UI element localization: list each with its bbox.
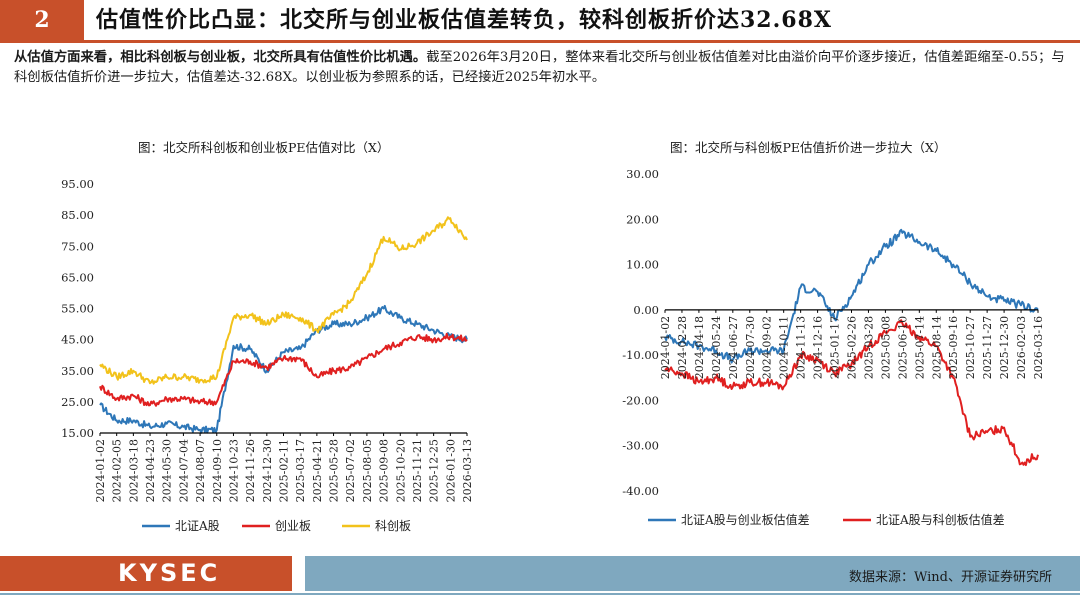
legend-label: 科创板: [375, 519, 411, 533]
x-tick-label: 2026-03-16: [1032, 316, 1045, 379]
y-tick-label: 95.00: [61, 177, 94, 191]
brand-logo: KYSEC: [118, 559, 221, 587]
y-tick-label: 45.00: [61, 333, 94, 347]
x-tick-label: 2025-09-16: [947, 316, 960, 379]
y-tick-label: 0.00: [633, 303, 659, 317]
x-tick-label: 2025-07-14: [913, 316, 926, 379]
y-tick-label: 20.00: [626, 212, 659, 226]
y-tick-label: 65.00: [61, 270, 94, 284]
legend-label: 创业板: [275, 519, 311, 533]
x-tick-label: 2024-02-28: [676, 316, 689, 379]
y-tick-label: 25.00: [61, 395, 94, 409]
x-tick-label: 2025-12-30: [998, 316, 1011, 379]
legend-label: 北证A股: [175, 519, 220, 533]
y-tick-label: 75.00: [61, 239, 94, 253]
x-tick-label: 2026-03-13: [461, 439, 474, 502]
x-tick-label: 2025-05-28: [328, 439, 341, 502]
summary-paragraph: 从估值方面来看，相比科创板与创业板，北交所具有估值性价比机遇。截至2026年3月…: [14, 48, 1069, 88]
series-line: [99, 304, 468, 434]
summary-bold: 从估值方面来看，相比科创板与创业板，北交所具有估值性价比机遇。: [14, 50, 427, 65]
x-tick-label: 2024-12-16: [812, 316, 825, 379]
y-tick-label: 10.00: [626, 258, 659, 272]
x-tick-label: 2024-05-30: [161, 439, 174, 502]
x-tick-label: 2025-04-21: [311, 439, 324, 502]
x-tick-label: 2024-01-02: [94, 439, 107, 502]
y-tick-label: -30.00: [622, 439, 659, 453]
x-tick-label: 2025-02-11: [278, 439, 291, 502]
data-source: 数据来源：Wind、开源证券研究所: [849, 570, 1052, 585]
footer-bar: [305, 556, 1080, 591]
x-tick-label: 2025-03-28: [862, 316, 875, 379]
x-tick-label: 2024-09-02: [761, 316, 774, 379]
y-tick-label: 35.00: [61, 364, 94, 378]
page-title: 估值性价比凸显：北交所与创业板估值差转负，较科创板折价达32.68X: [96, 7, 832, 33]
x-tick-label: 2024-02-05: [111, 439, 124, 502]
x-tick-label: 2024-06-27: [727, 316, 740, 379]
legend-label: 北证A股与创业板估值差: [681, 512, 810, 527]
header-rule: [0, 40, 1080, 43]
x-tick-label: 2025-07-02: [344, 439, 357, 502]
x-tick-label: 2024-10-23: [227, 439, 240, 502]
y-tick-label: -10.00: [622, 348, 659, 362]
x-tick-label: 2024-07-04: [177, 439, 190, 502]
x-tick-label: 2026-02-03: [1015, 316, 1028, 379]
summary-rest: 截至2026年3月20日，整体来看北交所与创业板估值差对比由溢价向平价逐步接近，…: [14, 50, 1065, 85]
series-line: [99, 332, 468, 407]
series-line: [99, 216, 468, 385]
series-line: [664, 319, 1039, 467]
x-tick-label: 2025-10-27: [964, 316, 977, 379]
chart-pe-comparison: 95.00 85.00 75.00 65.00 55.00 45.00 35.00 25.00…: [61, 177, 474, 533]
footer-rule: [0, 593, 1080, 595]
x-tick-label: 2024-01-02: [659, 316, 672, 379]
x-tick-label: 2024-05-24: [710, 316, 723, 379]
y-tick-label: 15.00: [61, 426, 94, 440]
section-number: 2: [0, 0, 84, 40]
brand-logo-bg: [0, 556, 292, 591]
x-tick-label: 2025-11-27: [981, 316, 994, 379]
y-tick-label: -20.00: [622, 393, 659, 407]
chart2-title: 图：北交所与科创板PE估值折价进一步拉大（X）: [670, 140, 947, 155]
x-tick-label: 2024-10-11: [778, 316, 791, 379]
chart-pe-difference: 30.00 20.00 10.00 0.00 -10.00 -20.00 -30.00 -40…: [622, 167, 1045, 527]
x-tick-label: 2024-09-10: [211, 439, 224, 502]
x-tick-label: 2025-11-21: [411, 439, 424, 502]
x-tick-label: 2024-12-30: [261, 439, 274, 502]
x-tick-label: 2025-06-10: [896, 316, 909, 379]
x-tick-label: 2024-11-26: [244, 439, 257, 502]
x-tick-label: 2024-03-18: [127, 439, 140, 502]
legend-label: 北证A股与科创板估值差: [876, 512, 1005, 527]
x-tick-label: 2024-08-07: [194, 439, 207, 502]
chart1-title: 图：北交所科创板和创业板PE估值对比（X）: [138, 140, 390, 155]
x-tick-label: 2025-05-08: [879, 316, 892, 379]
y-tick-label: -40.00: [622, 484, 659, 498]
x-tick-label: 2025-02-26: [846, 316, 859, 379]
y-tick-label: 55.00: [61, 302, 94, 316]
x-tick-label: 2025-10-20: [394, 439, 407, 502]
x-tick-label: 2024-04-23: [144, 439, 157, 502]
x-tick-label: 2024-11-13: [795, 316, 808, 379]
series-line: [664, 228, 1039, 364]
x-tick-label: 2025-03-17: [294, 439, 307, 502]
x-tick-label: 2025-08-05: [361, 439, 374, 502]
x-tick-label: 2025-08-14: [930, 316, 943, 379]
x-tick-label: 2024-04-18: [693, 316, 706, 379]
x-tick-label: 2026-01-30: [444, 439, 457, 502]
y-tick-label: 85.00: [61, 208, 94, 222]
y-tick-label: 30.00: [626, 167, 659, 181]
x-tick-label: 2024-07-30: [744, 316, 757, 379]
x-tick-label: 2025-01-17: [829, 316, 842, 379]
x-tick-label: 2025-12-25: [428, 439, 441, 502]
x-tick-label: 2025-09-08: [378, 439, 391, 502]
header-bar: 2 估值性价比凸显：北交所与创业板估值差转负，较科创板折价达32.68X: [0, 0, 1080, 40]
